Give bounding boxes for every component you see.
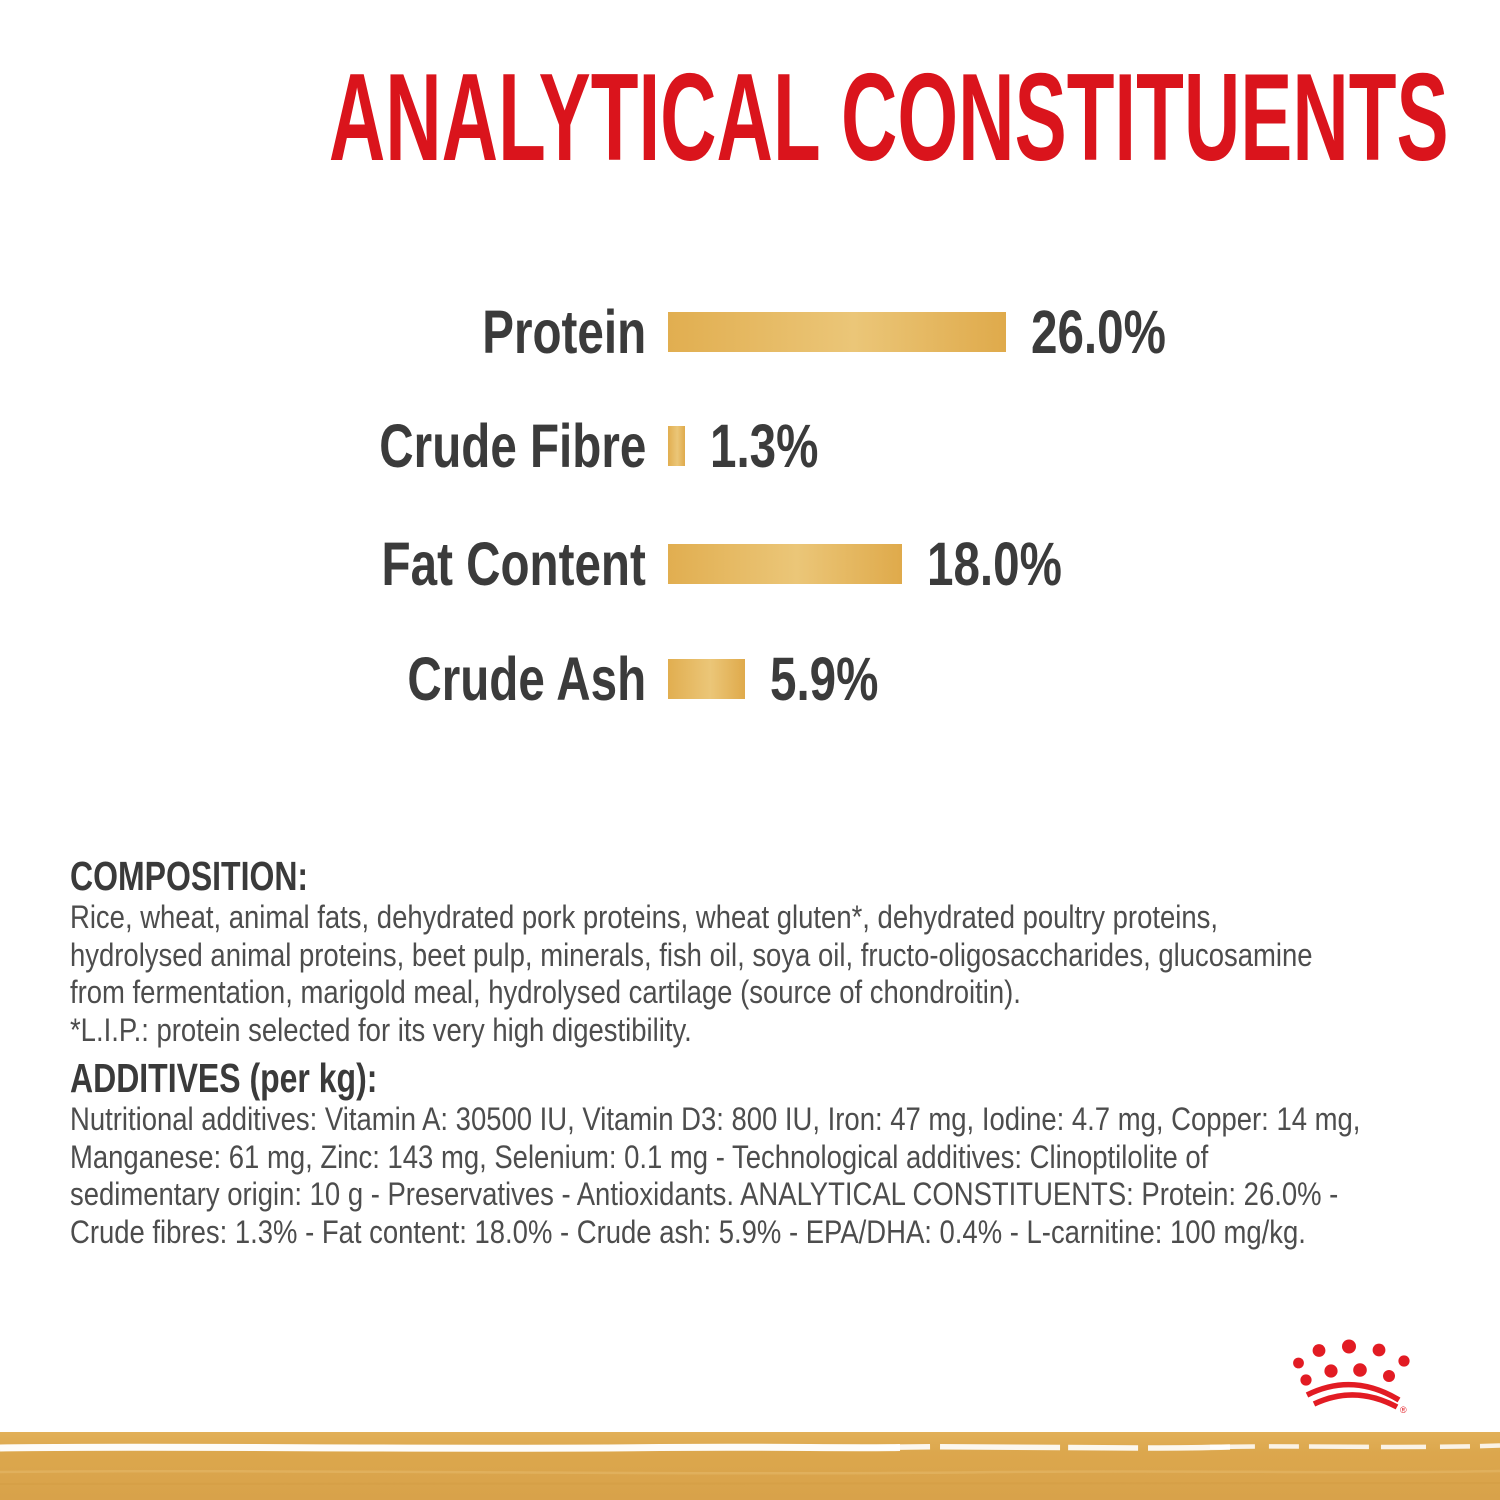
bar-label: Crude Ash (407, 644, 646, 713)
bar-label: Crude Fibre (378, 411, 646, 480)
white-brush-stroke (0, 1443, 901, 1452)
chart-row-crude-ash: Crude Ash 5.9% (0, 643, 1500, 715)
bar-label: Protein (482, 297, 646, 366)
bar-crude-fibre (668, 426, 685, 466)
royal-canin-crown-icon: ® (1293, 1339, 1410, 1415)
page-title: ANALYTICAL CONSTITUENTS (328, 49, 1449, 187)
chart-row-fat-content: Fat Content 18.0% (0, 528, 1500, 600)
chart-row-crude-fibre: Crude Fibre 1.3% (0, 410, 1500, 482)
additives-line: Crude fibres: 1.3% - Fat content: 18.0% … (70, 1213, 1306, 1250)
bar-fat-content (668, 544, 902, 584)
bar-protein (668, 312, 1006, 352)
brush-texture (0, 1469, 1500, 1475)
bar-value: 1.3% (709, 411, 819, 480)
composition-line: hydrolysed animal proteins, beet pulp, m… (70, 936, 1313, 973)
registered-mark: ® (1400, 1405, 1407, 1415)
composition-line: *L.I.P.: protein selected for its very h… (70, 1011, 692, 1048)
additives-line: sedimentary origin: 10 g - Preservatives… (70, 1176, 1339, 1212)
additives-heading: ADDITIVES (per kg): (70, 1055, 378, 1101)
white-brush-stroke (859, 1444, 1231, 1451)
composition-line: Rice, wheat, animal fats, dehydrated por… (70, 899, 1218, 935)
bar-value: 5.9% (769, 644, 879, 713)
ingredients-text-block: COMPOSITION: Rice, wheat, animal fats, d… (70, 853, 1450, 1251)
bar-crude-ash (668, 659, 745, 699)
additives-line: Manganese: 61 mg, Zinc: 143 mg, Selenium… (70, 1138, 1209, 1175)
chart-row-protein: Protein 26.0% (0, 296, 1500, 368)
composition-line: from fermentation, marigold meal, hydrol… (70, 974, 1021, 1010)
white-brush-stroke (1209, 1443, 1500, 1450)
composition-heading: COMPOSITION: (70, 853, 309, 899)
bar-label: Fat Content (381, 529, 646, 598)
bar-value: 26.0% (1031, 297, 1166, 366)
gold-footer-stripe (0, 1432, 1500, 1500)
additives-line: Nutritional additives: Vitamin A: 30500 … (70, 1101, 1361, 1137)
bar-value: 18.0% (927, 529, 1062, 598)
